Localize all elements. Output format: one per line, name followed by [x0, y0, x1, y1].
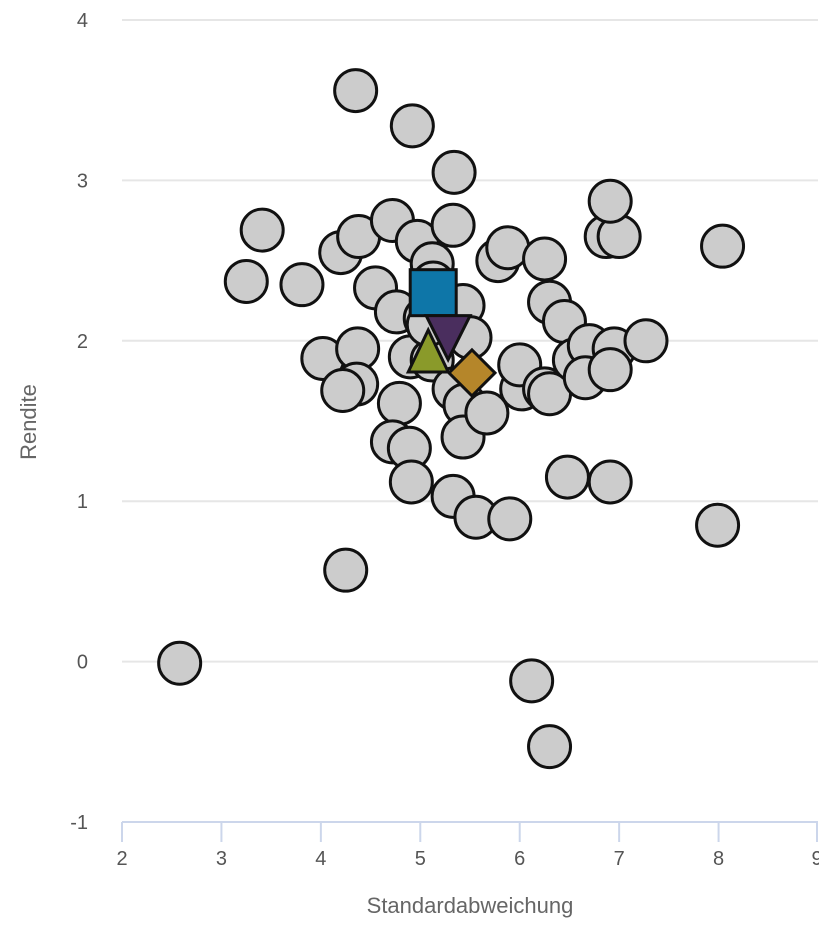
diamond-marker	[446, 347, 498, 399]
x-tick-label: 4	[315, 848, 326, 870]
y-tick-label: -1	[70, 812, 88, 834]
y-axis: -1 0 1 2 3 4	[70, 10, 88, 834]
x-tick-label: 7	[614, 848, 625, 870]
scatter-point	[239, 207, 285, 253]
scatter-point	[700, 223, 746, 269]
scatter-point	[323, 547, 369, 593]
x-tick-label: 3	[216, 848, 227, 870]
triangle-up-marker	[405, 326, 451, 374]
data-points	[157, 68, 746, 770]
y-tick-label: 3	[77, 170, 88, 192]
y-axis-title: Rendite	[16, 384, 41, 460]
y-tick-label: 1	[77, 491, 88, 513]
scatter-point	[376, 380, 422, 426]
scatter-point	[695, 502, 741, 548]
x-tick-label: 9	[811, 848, 819, 870]
scatter-point	[464, 390, 510, 436]
scatter-point	[430, 202, 476, 248]
scatter-point	[509, 658, 555, 704]
square-marker	[408, 268, 458, 318]
x-tick-label: 5	[415, 848, 426, 870]
scatter-point	[388, 459, 434, 505]
y-tick-label: 0	[77, 652, 88, 674]
scatter-point	[333, 68, 379, 114]
scatter-point	[527, 724, 573, 770]
scatter-point	[587, 178, 633, 224]
x-tick-label: 8	[713, 848, 724, 870]
y-tick-label: 4	[77, 10, 88, 32]
y-tick-label: 2	[77, 331, 88, 353]
scatter-point	[587, 347, 633, 393]
scatter-point	[431, 149, 477, 195]
triangle-down-marker	[423, 314, 473, 363]
scatter-point	[623, 318, 669, 364]
scatter-point	[157, 640, 203, 686]
scatter-point	[279, 262, 325, 308]
scatter-point	[223, 258, 269, 304]
scatter-point	[487, 496, 533, 542]
x-tick-label: 6	[514, 848, 525, 870]
x-tick-label: 2	[116, 848, 127, 870]
x-axis-title: Standardabweichung	[367, 893, 574, 918]
scatter-point	[389, 103, 435, 149]
scatter-point	[544, 454, 590, 500]
scatter-point	[522, 236, 568, 282]
scatter-point	[320, 368, 366, 414]
scatter-point	[587, 459, 633, 505]
x-axis: 2 3 4 5 6 7 8 9	[116, 821, 819, 870]
